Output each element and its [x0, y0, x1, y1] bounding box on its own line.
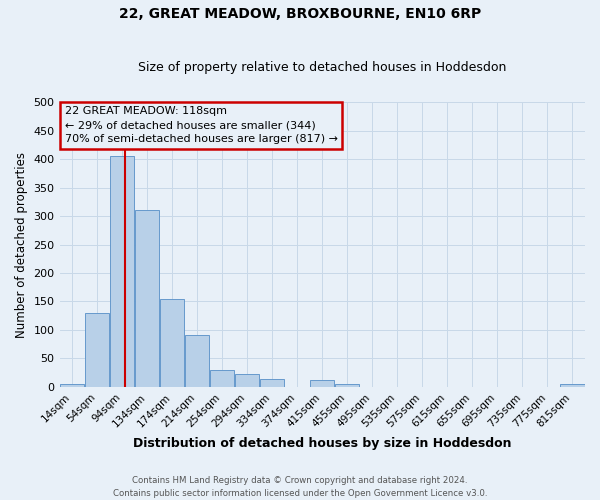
Bar	[310, 380, 334, 387]
Bar	[235, 374, 259, 387]
Text: 22 GREAT MEADOW: 118sqm
← 29% of detached houses are smaller (344)
70% of semi-d: 22 GREAT MEADOW: 118sqm ← 29% of detache…	[65, 106, 338, 144]
Y-axis label: Number of detached properties: Number of detached properties	[15, 152, 28, 338]
Text: Contains HM Land Registry data © Crown copyright and database right 2024.
Contai: Contains HM Land Registry data © Crown c…	[113, 476, 487, 498]
Bar	[85, 313, 109, 387]
Bar	[560, 384, 584, 387]
Bar	[135, 210, 159, 387]
Bar	[185, 334, 209, 387]
X-axis label: Distribution of detached houses by size in Hoddesdon: Distribution of detached houses by size …	[133, 437, 512, 450]
Bar	[60, 384, 84, 387]
Title: Size of property relative to detached houses in Hoddesdon: Size of property relative to detached ho…	[138, 62, 506, 74]
Bar	[160, 298, 184, 387]
Text: 22, GREAT MEADOW, BROXBOURNE, EN10 6RP: 22, GREAT MEADOW, BROXBOURNE, EN10 6RP	[119, 8, 481, 22]
Bar	[260, 379, 284, 387]
Bar	[210, 370, 235, 387]
Bar	[110, 156, 134, 387]
Bar	[335, 384, 359, 387]
